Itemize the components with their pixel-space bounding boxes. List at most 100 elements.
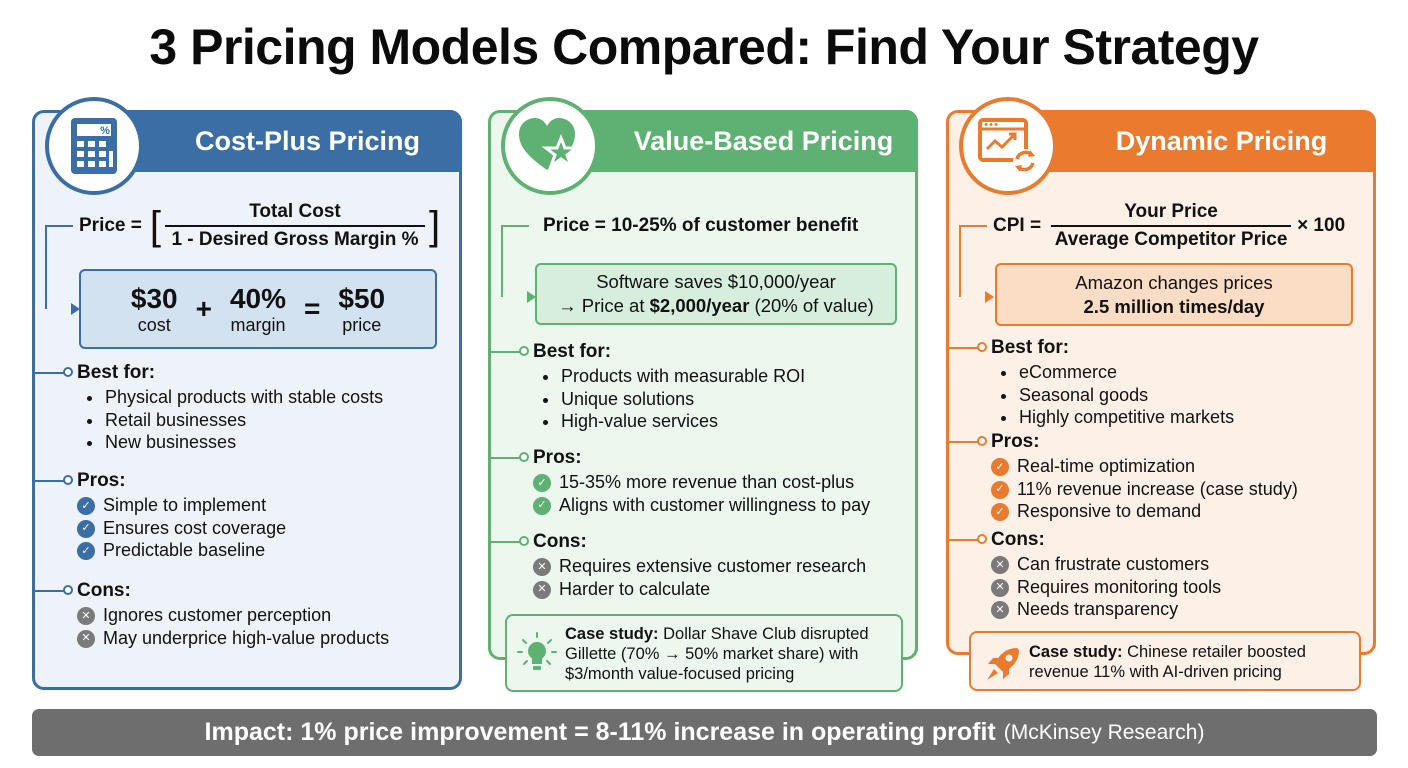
formula: CPI = Your Price Average Competitor Pric…	[993, 201, 1345, 251]
check-icon: ✓	[77, 542, 95, 560]
svg-text:%: %	[100, 125, 110, 137]
example-label-price: price	[342, 314, 382, 335]
node-dot	[519, 346, 529, 356]
formula-lhs: Price =	[79, 215, 142, 236]
icon-circle: %	[45, 97, 143, 195]
con-text: Can frustrate customers	[1017, 554, 1210, 574]
best-for-section: Best for: eCommerce Seasonal goods Highl…	[947, 337, 1373, 429]
list-item: ✓ Real-time optimization	[991, 455, 1373, 478]
pro-text: Simple to implement	[103, 495, 267, 515]
calculator-icon: %	[71, 118, 117, 174]
example-label-cost: cost	[137, 314, 171, 335]
pros-section: Pros: ✓ Real-time optimization ✓ 11% reven…	[947, 431, 1373, 523]
node-dot	[63, 475, 73, 485]
formula-lhs: CPI =	[993, 215, 1042, 236]
heart-star-icon	[519, 118, 581, 170]
arrow-head	[985, 291, 994, 303]
pro-text: Real-time optimization	[1017, 456, 1196, 476]
con-text: Requires extensive customer research	[559, 556, 867, 576]
example-line2: → Price at $2,000/year (20% of value)	[537, 294, 895, 318]
pros-heading: Pros:	[947, 431, 1373, 453]
pro-text: Responsive to demand	[1017, 501, 1202, 521]
con-text: May underprice high-value products	[103, 627, 390, 648]
case-study-label: Case study:	[1029, 643, 1123, 661]
example-line1: Amazon changes prices	[1075, 272, 1273, 293]
list-item: New businesses	[81, 431, 459, 454]
list-item: ✕ Requires extensive customer research	[533, 555, 915, 578]
card-header: Dynamic Pricing	[1017, 110, 1376, 172]
formula-numerator: Total Cost	[249, 201, 341, 222]
check-icon: ✓	[991, 458, 1009, 476]
formula-denominator: 1 - Desired Gross Margin %	[171, 229, 419, 250]
card-title: Dynamic Pricing	[1115, 125, 1328, 156]
check-icon: ✓	[77, 497, 95, 515]
impact-source: (McKinsey Research)	[1003, 720, 1205, 744]
check-icon: ✓	[991, 480, 1009, 499]
cons-heading: Cons:	[947, 529, 1373, 551]
arrow-head	[527, 291, 536, 303]
formula-numerator: Your Price	[1124, 201, 1218, 222]
lightbulb-icon	[517, 632, 557, 670]
rocket-icon	[987, 648, 1019, 680]
node-dot	[519, 536, 529, 546]
x-icon: ✕	[533, 580, 551, 599]
card-cost-plus: Cost-Plus Pricing % Price = [ Total Cost…	[32, 97, 462, 690]
pro-text: 11% revenue increase (case study)	[1017, 478, 1298, 499]
formula-text: Price = 10-25% of customer benefit	[543, 215, 859, 236]
pros-heading: Pros:	[33, 470, 459, 492]
case-study-dynamic: Case study: Chinese retailer boosted rev…	[969, 631, 1361, 691]
check-icon: ✓	[533, 474, 551, 492]
node-dot	[519, 452, 529, 462]
icon-circle	[959, 97, 1057, 195]
card-title: Cost-Plus Pricing	[194, 125, 421, 156]
card-header: Value-Based Pricing	[559, 110, 918, 172]
list-item: ✕ Ignores customer perception	[77, 604, 459, 627]
list-item: High-value services	[537, 410, 915, 433]
case-study-text: Chinese retailer boosted revenue 11% wit…	[1029, 643, 1306, 681]
pros-label: Pros:	[991, 431, 1040, 452]
arrow-head	[71, 303, 80, 315]
list-item: ✓ Predictable baseline	[77, 539, 459, 562]
best-for-section: Best for: Physical products with stable …	[33, 362, 459, 454]
check-icon: ✓	[77, 519, 95, 538]
cons-heading: Cons:	[489, 531, 915, 553]
connector-line	[959, 225, 987, 297]
example-line1: Software saves $10,000/year	[596, 271, 836, 292]
case-study-text: Dollar Shave Club disrupted Gillette (70…	[565, 625, 869, 683]
best-for-label: Best for:	[991, 337, 1070, 358]
card-dynamic: Dynamic Pricing CPI = Your Price Average…	[946, 97, 1376, 655]
x-icon: ✕	[533, 558, 551, 576]
example-line2-prefix: → Price at	[558, 295, 650, 316]
node-dot	[977, 534, 987, 544]
pro-text: Ensures cost coverage	[103, 517, 287, 538]
page-title: 3 Pricing Models Compared: Find Your Str…	[149, 19, 1259, 75]
node-dot	[63, 367, 73, 377]
best-for-heading: Best for:	[33, 362, 459, 384]
x-icon: ✕	[991, 601, 1009, 619]
x-icon: ✕	[991, 556, 1009, 574]
pro-text: 15-35% more revenue than cost-plus	[559, 472, 855, 492]
example-line2: 2.5 million times/day	[1083, 296, 1265, 317]
pros-section: Pros: ✓ Simple to implement ✓ Ensures cost…	[33, 470, 459, 562]
con-text: Requires monitoring tools	[1017, 576, 1222, 597]
list-item: eCommerce	[995, 361, 1373, 384]
check-icon: ✓	[991, 503, 1009, 521]
example-line2-suffix: (20% of value)	[749, 295, 874, 316]
pros-label: Pros:	[77, 470, 126, 491]
example-value-margin: 40%	[229, 282, 287, 314]
node-dot	[977, 436, 987, 446]
cons-section: Cons: ✕ Can frustrate customers ✕ Requires…	[947, 529, 1373, 621]
x-icon: ✕	[77, 607, 95, 625]
cons-label: Cons:	[991, 529, 1045, 550]
best-for-label: Best for:	[533, 341, 612, 362]
node-dot	[63, 585, 73, 595]
con-text: Needs transparency	[1017, 599, 1179, 619]
case-study-value-based: Case study: Dollar Shave Club disrupted …	[505, 614, 903, 692]
best-for-heading: Best for:	[489, 341, 915, 363]
bracket-left: [	[149, 204, 161, 248]
formula-denominator: Average Competitor Price	[1054, 229, 1288, 250]
equals-sign: =	[304, 293, 321, 324]
cons-section: Cons: ✕ Ignores customer perception ✕ May …	[33, 580, 459, 649]
formula-rhs: × 100	[1297, 215, 1346, 236]
con-text: Harder to calculate	[559, 578, 711, 599]
